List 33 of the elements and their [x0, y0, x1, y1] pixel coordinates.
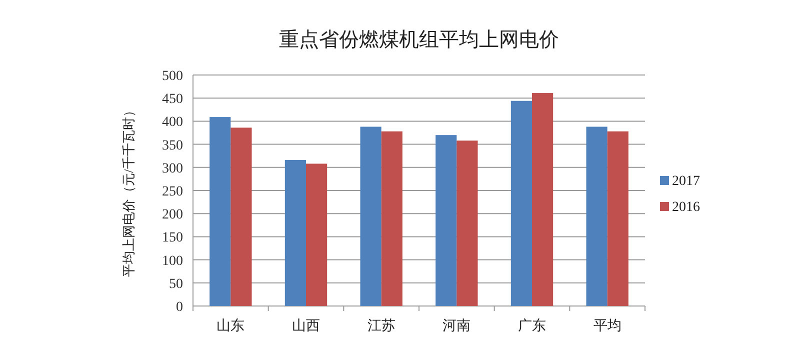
y-tick-label: 200 — [162, 208, 183, 223]
bar — [456, 140, 478, 306]
bar — [436, 135, 457, 306]
y-tick-label: 400 — [162, 115, 183, 130]
bar — [210, 117, 231, 306]
y-axis-title: 平均上网电价（元/千千瓦时） — [121, 104, 136, 277]
bar — [532, 93, 554, 306]
bar — [607, 131, 628, 306]
y-tick-label: 350 — [162, 138, 183, 154]
y-tick-label: 50 — [169, 276, 183, 292]
bar — [284, 160, 306, 306]
x-tick-label: 广东 — [518, 318, 546, 334]
legend-label: 2017 — [672, 174, 700, 189]
x-tick-label: 河南 — [442, 318, 471, 334]
y-tick-label: 150 — [162, 230, 183, 246]
bar — [381, 131, 402, 306]
y-tick-label: 300 — [162, 161, 183, 176]
bar — [306, 164, 328, 306]
chart-title: 重点省份燃煤机组平均上网电价 — [279, 29, 559, 51]
y-tick-label: 450 — [162, 92, 183, 108]
bar — [586, 126, 608, 306]
bar — [230, 128, 252, 306]
legend-label: 2016 — [672, 200, 700, 215]
bar — [360, 126, 382, 306]
y-tick-label: 100 — [162, 254, 183, 269]
y-tick-label: 500 — [162, 69, 183, 84]
bar — [510, 100, 532, 306]
x-tick-label: 江苏 — [367, 318, 396, 334]
x-tick-label: 山东 — [216, 318, 245, 334]
x-tick-label: 山西 — [292, 318, 320, 334]
y-tick-label: 0 — [176, 300, 183, 315]
x-tick-label: 平均 — [593, 318, 622, 334]
y-tick-label: 250 — [162, 184, 183, 200]
